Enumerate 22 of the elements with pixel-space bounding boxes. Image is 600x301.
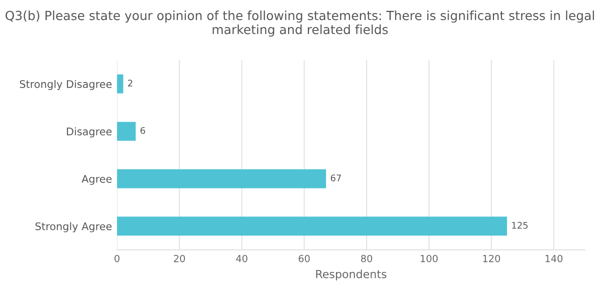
y-tick-label: Disagree [66, 127, 112, 138]
x-tick-label: 140 [546, 254, 562, 262]
y-tick-label: Strongly Agree [36, 222, 112, 232]
data-label: 67 [330, 174, 341, 182]
chart-title: Q3(b) Please state your opinion of the following statements: There is significant stress in legal marketing and related fields [6, 10, 594, 37]
data-label: 2 [128, 80, 132, 86]
bar [117, 122, 136, 141]
y-tick-label: Agree [82, 175, 112, 185]
bar [117, 74, 124, 94]
x-tick-label: 120 [483, 254, 500, 262]
data-label: 125 [512, 222, 528, 229]
y-tick-label: Strongly Disagree [20, 80, 112, 90]
x-tick-label: 60 [298, 254, 310, 262]
x-tick-label: 80 [361, 254, 372, 262]
bar [117, 169, 326, 188]
x-axis-title: Respondents [316, 270, 386, 280]
x-tick-label: 100 [420, 254, 438, 262]
x-tick-label: 0 [114, 254, 120, 262]
x-tick-label: 20 [174, 254, 185, 262]
bar [117, 216, 507, 236]
data-label: 6 [140, 127, 146, 134]
x-tick-label: 40 [236, 254, 248, 262]
